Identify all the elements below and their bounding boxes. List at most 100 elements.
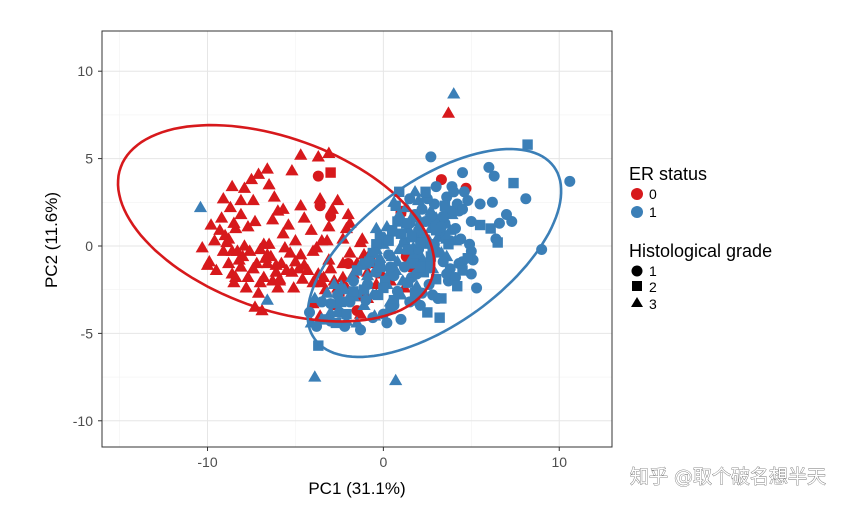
data-point	[374, 261, 386, 273]
data-point	[311, 150, 325, 162]
data-point	[395, 228, 407, 239]
legend-grade-1-label: 1	[649, 263, 657, 279]
data-point	[410, 279, 424, 291]
data-point	[381, 317, 393, 329]
data-point	[371, 239, 382, 250]
data-point	[441, 268, 453, 280]
data-point	[474, 198, 486, 210]
data-point	[427, 289, 439, 301]
data-point	[341, 207, 355, 220]
data-point	[430, 225, 442, 236]
data-point	[281, 218, 296, 230]
data-point	[315, 233, 329, 246]
data-point	[301, 263, 315, 276]
data-point	[241, 219, 255, 232]
data-point	[312, 170, 324, 182]
data-point	[406, 232, 417, 243]
data-point	[465, 216, 477, 228]
legend: ER status 0 1 Histological grade 1 2 3	[629, 164, 772, 312]
data-point	[430, 274, 442, 285]
data-point	[348, 286, 359, 297]
data-point	[522, 139, 533, 150]
axes: -10 0 10 -10 -5 0 5 10	[73, 63, 567, 470]
data-point	[493, 217, 505, 229]
data-point	[227, 275, 241, 288]
data-point	[449, 223, 461, 235]
data-point	[239, 281, 253, 293]
data-point	[294, 148, 308, 160]
data-point	[288, 254, 303, 267]
data-point	[474, 219, 486, 231]
y-axis-title: PC2 (11.6%)	[42, 192, 61, 288]
data-point	[425, 151, 437, 163]
legend-grade-3-label: 3	[649, 296, 657, 312]
data-point	[316, 296, 328, 308]
data-point	[415, 237, 426, 248]
plot-panel-border	[101, 30, 613, 448]
data-point	[271, 281, 285, 293]
data-point	[462, 253, 473, 264]
data-point	[313, 340, 324, 351]
data-point	[218, 228, 232, 241]
data-point	[339, 320, 351, 332]
data-point	[336, 232, 350, 244]
data-point	[390, 200, 401, 211]
data-point	[437, 210, 449, 222]
data-point	[234, 260, 248, 272]
data-point	[260, 162, 274, 174]
data-point	[436, 293, 447, 304]
data-point	[294, 247, 308, 260]
data-point	[347, 275, 359, 287]
data-point	[313, 191, 327, 204]
data-point	[447, 87, 461, 99]
legend-er-0-label: 0	[649, 186, 657, 202]
x-tick-label: -10	[197, 454, 217, 470]
data-point	[392, 216, 403, 227]
data-point	[391, 285, 403, 297]
x-axis-title: PC1 (31.1%)	[308, 479, 405, 498]
legend-er-1-label: 1	[649, 204, 657, 220]
data-point	[330, 317, 342, 329]
data-point	[306, 244, 320, 256]
data-point	[395, 313, 407, 325]
data-point	[292, 261, 306, 274]
data-point	[388, 270, 400, 282]
data-point	[355, 324, 367, 336]
data-point	[271, 204, 285, 216]
data-point	[536, 243, 548, 255]
data-point	[280, 263, 294, 276]
data-point	[341, 308, 352, 320]
data-point	[364, 256, 375, 267]
data-point	[251, 167, 266, 179]
data-point	[483, 161, 495, 173]
data-point	[389, 373, 403, 386]
data-point	[248, 214, 262, 227]
data-point	[320, 314, 331, 325]
data-point	[425, 251, 437, 262]
data-point	[392, 242, 406, 255]
data-points	[193, 87, 576, 386]
data-point	[492, 237, 503, 248]
data-point	[223, 200, 237, 213]
data-point	[500, 209, 512, 221]
legend-grade-3-swatch	[631, 297, 643, 307]
data-point	[336, 270, 350, 283]
y-tick-label: 0	[85, 238, 93, 254]
data-point	[355, 232, 369, 244]
data-point	[308, 274, 322, 286]
data-point	[443, 239, 454, 250]
data-point	[416, 203, 428, 215]
data-point	[520, 193, 532, 205]
data-point	[344, 296, 356, 308]
data-point	[351, 265, 363, 276]
data-point	[287, 281, 301, 293]
data-point	[408, 258, 419, 269]
data-point	[564, 175, 576, 187]
y-tick-label: -10	[73, 413, 93, 429]
data-point	[343, 246, 357, 258]
data-point	[222, 256, 236, 269]
data-point	[420, 216, 432, 228]
data-point	[373, 251, 387, 263]
data-point	[374, 232, 386, 243]
